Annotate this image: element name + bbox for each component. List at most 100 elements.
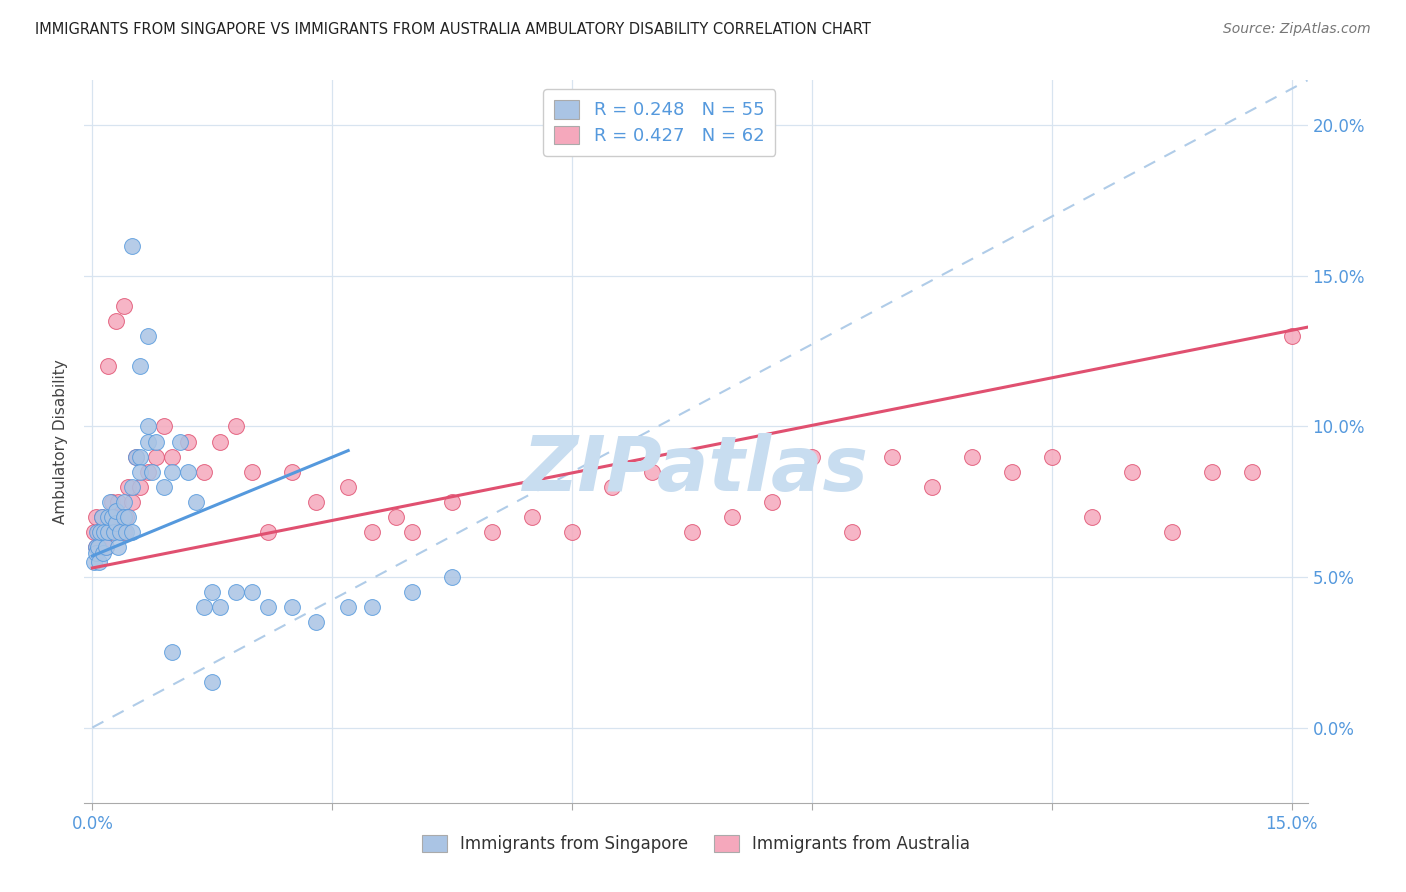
Point bbox=[89, 524, 111, 539]
Point bbox=[97, 516, 120, 530]
Point bbox=[84, 540, 107, 554]
Point bbox=[87, 540, 110, 554]
Text: IMMIGRANTS FROM SINGAPORE VS IMMIGRANTS FROM AUSTRALIA AMBULATORY DISABILITY COR: IMMIGRANTS FROM SINGAPORE VS IMMIGRANTS … bbox=[35, 22, 872, 37]
Point bbox=[401, 585, 423, 599]
Point bbox=[117, 509, 139, 524]
Point bbox=[177, 434, 200, 449]
Point bbox=[761, 494, 783, 508]
Point bbox=[97, 509, 120, 524]
Point bbox=[110, 509, 132, 524]
Point bbox=[136, 434, 159, 449]
Point bbox=[681, 524, 703, 539]
Point bbox=[1080, 509, 1102, 524]
Point bbox=[800, 450, 823, 464]
Point bbox=[361, 600, 384, 615]
Point bbox=[84, 540, 107, 554]
Point bbox=[136, 419, 159, 434]
Point bbox=[162, 645, 184, 659]
Point bbox=[385, 509, 408, 524]
Point bbox=[162, 450, 184, 464]
Point bbox=[441, 570, 464, 584]
Point bbox=[1160, 524, 1182, 539]
Point bbox=[1281, 329, 1303, 343]
Point bbox=[177, 465, 200, 479]
Point bbox=[97, 359, 120, 374]
Point bbox=[87, 555, 110, 569]
Point bbox=[115, 524, 138, 539]
Point bbox=[209, 434, 232, 449]
Point bbox=[641, 465, 664, 479]
Point bbox=[880, 450, 903, 464]
Point bbox=[441, 494, 464, 508]
Point bbox=[86, 524, 108, 539]
Point bbox=[105, 504, 128, 518]
Point bbox=[281, 600, 304, 615]
Point bbox=[401, 524, 423, 539]
Point bbox=[115, 509, 138, 524]
Point bbox=[129, 480, 152, 494]
Point bbox=[141, 465, 163, 479]
Point bbox=[225, 419, 247, 434]
Point bbox=[107, 494, 129, 508]
Point bbox=[721, 509, 744, 524]
Point bbox=[101, 509, 124, 524]
Point bbox=[257, 524, 280, 539]
Point bbox=[201, 675, 224, 690]
Point bbox=[1240, 465, 1263, 479]
Point bbox=[169, 434, 191, 449]
Point bbox=[110, 524, 132, 539]
Point bbox=[305, 494, 328, 508]
Point bbox=[125, 450, 148, 464]
Point bbox=[112, 299, 135, 313]
Point bbox=[97, 524, 120, 539]
Point bbox=[83, 524, 105, 539]
Point bbox=[98, 494, 121, 508]
Point bbox=[960, 450, 983, 464]
Point bbox=[94, 540, 117, 554]
Point bbox=[105, 314, 128, 328]
Point bbox=[86, 546, 108, 560]
Point bbox=[121, 494, 143, 508]
Point bbox=[98, 524, 121, 539]
Point bbox=[87, 540, 110, 554]
Point bbox=[94, 540, 117, 554]
Point bbox=[1001, 465, 1024, 479]
Point bbox=[281, 465, 304, 479]
Point bbox=[129, 465, 152, 479]
Point bbox=[117, 480, 139, 494]
Point bbox=[337, 480, 360, 494]
Point bbox=[361, 524, 384, 539]
Point bbox=[240, 585, 263, 599]
Point bbox=[125, 450, 148, 464]
Point bbox=[186, 494, 208, 508]
Point bbox=[87, 524, 110, 539]
Point bbox=[136, 329, 159, 343]
Point bbox=[481, 524, 503, 539]
Point bbox=[145, 434, 167, 449]
Point bbox=[153, 480, 176, 494]
Point bbox=[121, 480, 143, 494]
Point bbox=[107, 540, 129, 554]
Point bbox=[112, 509, 135, 524]
Y-axis label: Ambulatory Disability: Ambulatory Disability bbox=[53, 359, 69, 524]
Point bbox=[91, 546, 114, 560]
Text: ZIPatlas: ZIPatlas bbox=[523, 434, 869, 508]
Point bbox=[112, 524, 135, 539]
Point bbox=[337, 600, 360, 615]
Point bbox=[162, 465, 184, 479]
Point bbox=[305, 615, 328, 630]
Point bbox=[201, 585, 224, 599]
Point bbox=[1040, 450, 1063, 464]
Point bbox=[520, 509, 543, 524]
Point bbox=[153, 419, 176, 434]
Point bbox=[193, 465, 215, 479]
Point bbox=[103, 524, 125, 539]
Point bbox=[209, 600, 232, 615]
Point bbox=[136, 465, 159, 479]
Point bbox=[121, 524, 143, 539]
Point bbox=[561, 524, 583, 539]
Point bbox=[93, 524, 115, 539]
Point bbox=[129, 359, 152, 374]
Point bbox=[257, 600, 280, 615]
Point bbox=[145, 450, 167, 464]
